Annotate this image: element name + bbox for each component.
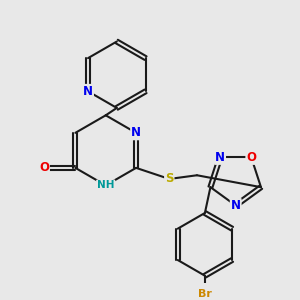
Text: O: O [39, 161, 49, 174]
Text: N: N [83, 85, 93, 98]
Text: S: S [165, 172, 173, 185]
Text: N: N [215, 151, 225, 164]
Text: Br: Br [198, 289, 212, 299]
Text: NH: NH [97, 180, 115, 190]
Text: N: N [131, 126, 141, 139]
Text: N: N [231, 199, 241, 212]
Text: O: O [246, 151, 256, 164]
